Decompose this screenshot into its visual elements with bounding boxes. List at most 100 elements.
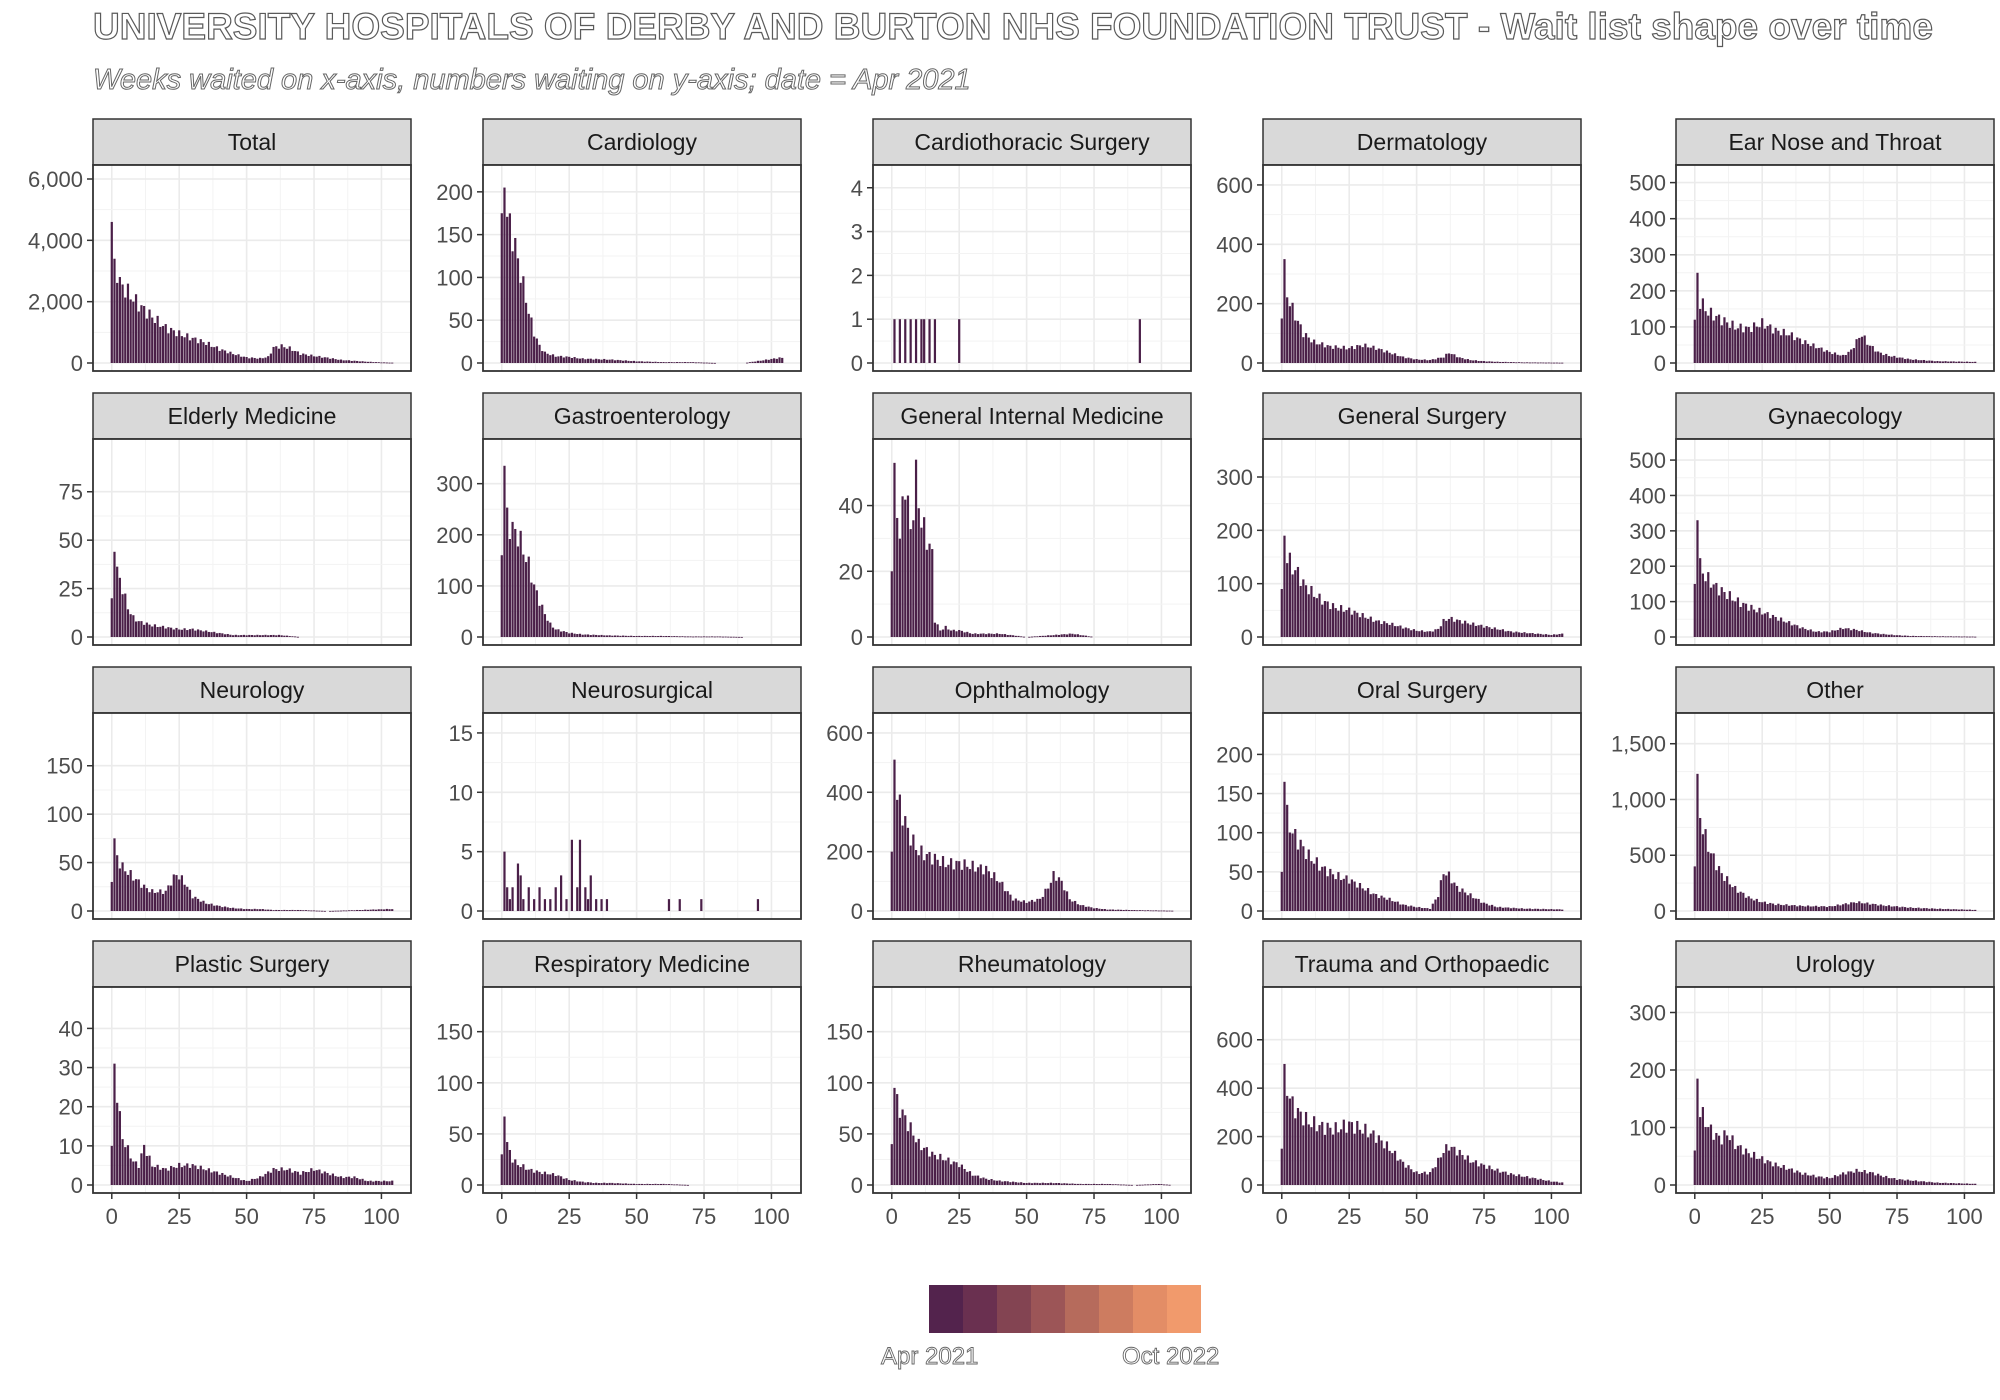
legend-swatch (963, 1285, 997, 1333)
bar (1782, 621, 1785, 637)
bar (1358, 345, 1362, 363)
bar (740, 636, 743, 638)
bar (1944, 909, 1947, 911)
bar (1544, 909, 1548, 911)
bar (1458, 891, 1461, 911)
bar (385, 908, 388, 911)
bar (1076, 1183, 1079, 1185)
bar (350, 1178, 353, 1185)
panel-border (872, 438, 1192, 646)
bar (237, 908, 240, 911)
bar (283, 909, 286, 911)
bar (1507, 1174, 1510, 1185)
bar (1771, 333, 1775, 363)
bar (1499, 361, 1502, 363)
bar (530, 317, 533, 363)
bar (1458, 357, 1461, 363)
bar (976, 634, 980, 637)
bar (1345, 349, 1348, 363)
bar (533, 1172, 536, 1185)
y-tick-label: 500 (1629, 448, 1666, 473)
bar (1461, 888, 1464, 911)
bar (1779, 904, 1783, 911)
bar (993, 1180, 996, 1185)
bar (576, 358, 579, 363)
bar (1734, 1149, 1737, 1185)
bar (151, 626, 154, 637)
bar (229, 907, 232, 911)
bar (161, 893, 165, 911)
bar (1030, 636, 1034, 638)
bar (1407, 628, 1410, 637)
bar (1844, 903, 1847, 911)
bar (500, 1154, 503, 1185)
bar (1517, 632, 1521, 637)
bar (565, 899, 568, 911)
bar (1715, 582, 1718, 637)
bar (1321, 342, 1324, 363)
bar (1364, 890, 1367, 911)
bar (1871, 633, 1874, 637)
bar (1111, 909, 1114, 911)
bar (1858, 337, 1861, 363)
bar (1114, 909, 1117, 911)
bar (1288, 832, 1291, 911)
bar (896, 517, 899, 637)
bar (237, 354, 240, 363)
panel-border (1675, 986, 1995, 1194)
bar (917, 1138, 920, 1185)
bar (1315, 598, 1318, 637)
bar (1815, 631, 1818, 637)
bar (1882, 355, 1885, 363)
bar (1852, 628, 1855, 637)
bar (269, 634, 272, 637)
bar (1095, 1184, 1098, 1185)
bar (1855, 1168, 1858, 1185)
bar (1302, 846, 1305, 911)
bar (1798, 1172, 1802, 1185)
bar (1793, 905, 1796, 911)
bar (1044, 1183, 1047, 1185)
bar (1879, 634, 1882, 637)
bar (275, 635, 278, 637)
bar (600, 899, 603, 911)
bar (1850, 1171, 1853, 1185)
bar (183, 884, 186, 911)
bar (904, 1115, 907, 1185)
bar (700, 362, 703, 364)
bar (1820, 906, 1823, 911)
bar (1393, 1150, 1397, 1185)
bar (1477, 1166, 1480, 1185)
bar (1798, 628, 1802, 637)
bar (1074, 1183, 1077, 1185)
bar (950, 1164, 953, 1185)
bar (1512, 362, 1515, 363)
bar (1744, 603, 1748, 637)
bar (218, 1174, 221, 1185)
bar (565, 356, 568, 363)
legend-colorbar (929, 1285, 1201, 1333)
bar (318, 910, 321, 912)
bar (527, 313, 530, 363)
bar (215, 346, 219, 363)
bar (1350, 346, 1353, 363)
bar (1779, 1167, 1783, 1185)
bar (1291, 302, 1294, 363)
bar (1396, 626, 1399, 637)
bar (541, 1174, 544, 1185)
bar (1804, 906, 1807, 911)
bar (180, 1167, 183, 1185)
bar (1361, 888, 1364, 911)
bar (968, 1171, 972, 1185)
y-tick-label: 150 (826, 1020, 863, 1045)
bar (670, 1184, 673, 1186)
bar (1168, 1184, 1171, 1186)
bar (955, 1162, 958, 1185)
bar (269, 353, 272, 363)
bar (1701, 1107, 1704, 1185)
bar (1383, 352, 1386, 363)
bar (1507, 630, 1510, 637)
bar (1283, 781, 1286, 911)
bar (151, 1166, 154, 1185)
